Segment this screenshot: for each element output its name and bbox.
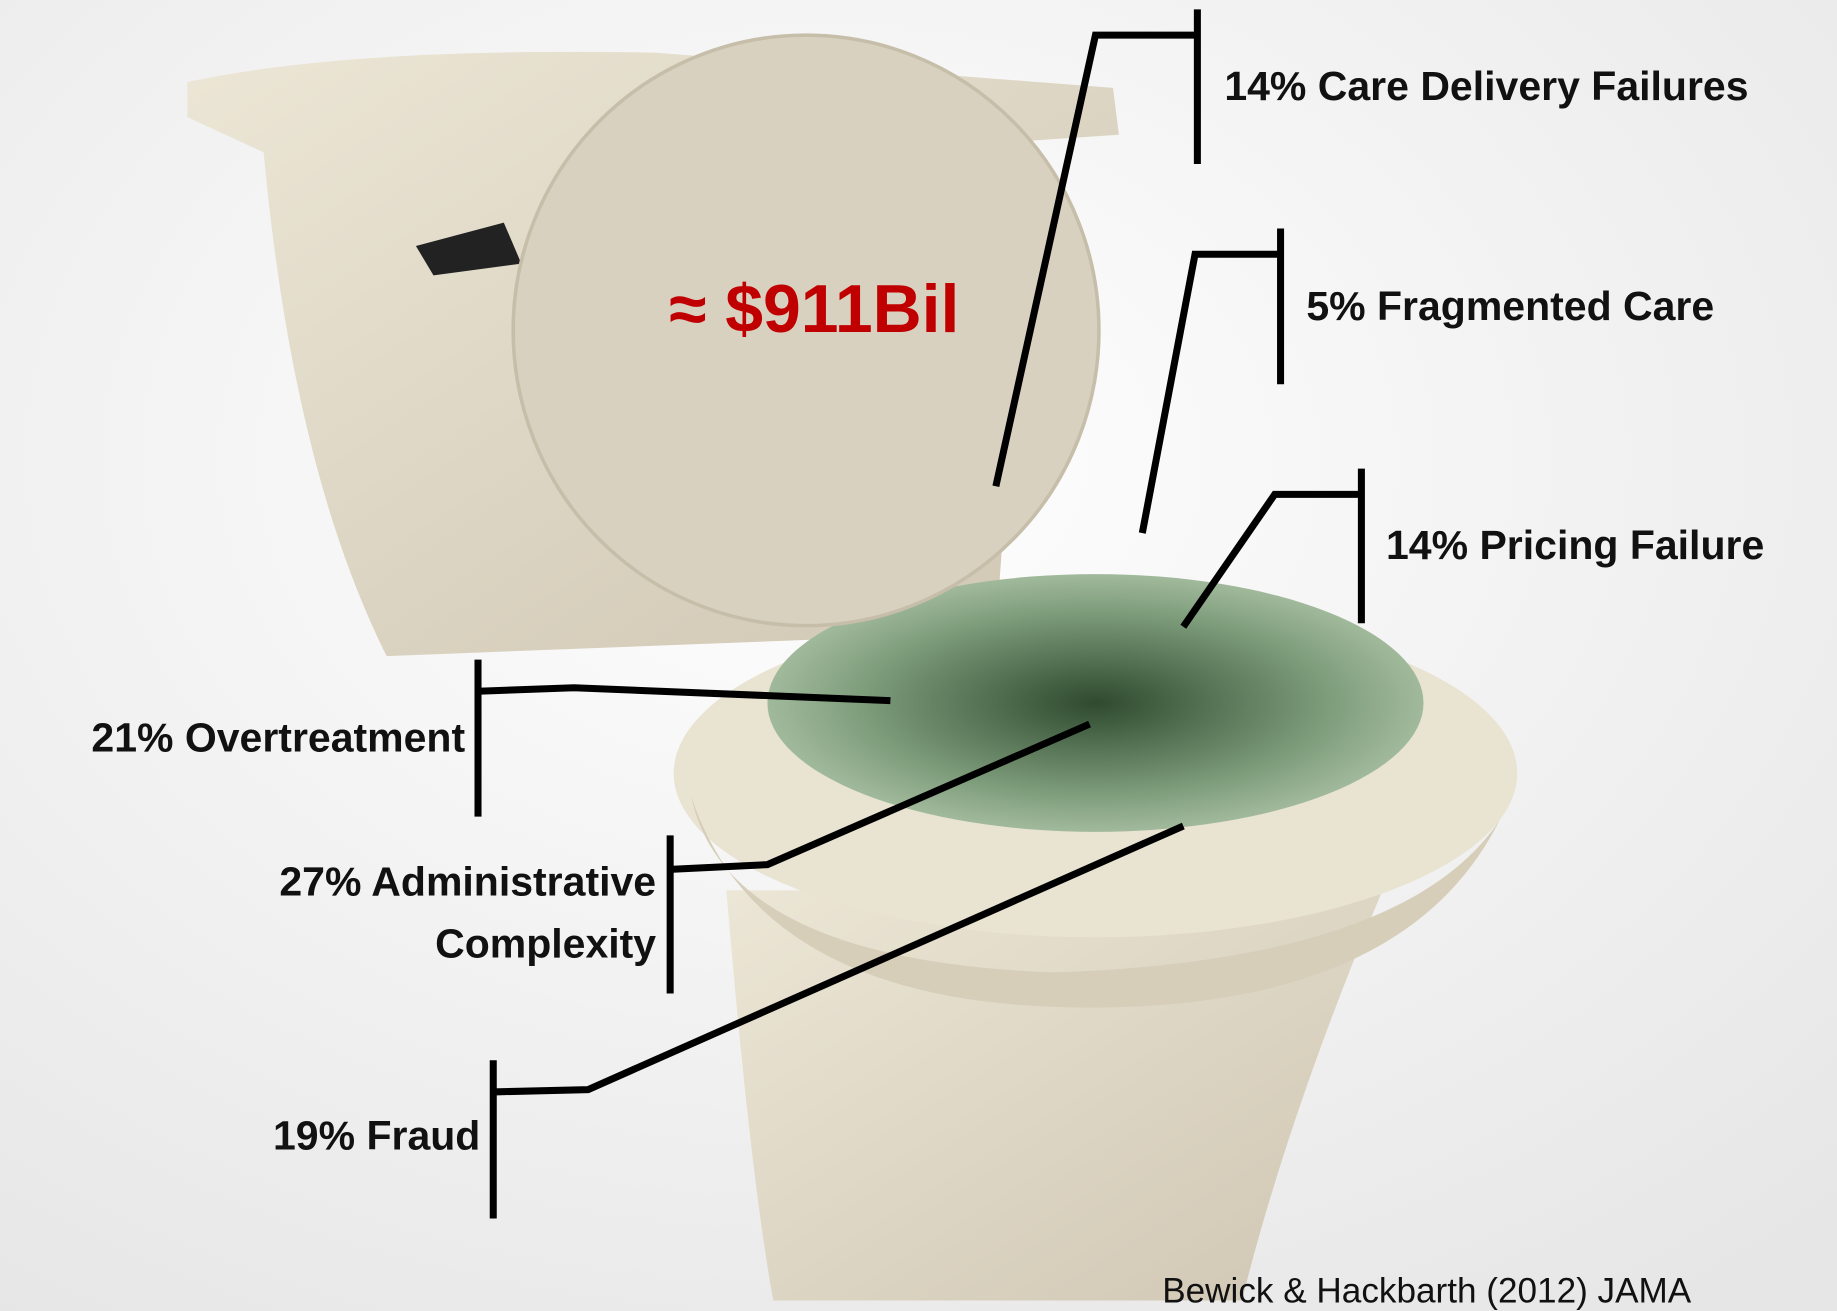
category-label: Complexity [435, 920, 656, 966]
category-label: 14% Pricing Failure [1386, 522, 1764, 568]
category-label: 27% Administrative [279, 858, 656, 904]
category-label: 19% Fraud [273, 1113, 480, 1159]
total: ≈ $911Bil [669, 271, 959, 347]
category-label: 21% Overtreatment [91, 714, 465, 760]
citation: Bewick & Hackbarth (2012) JAMA [1162, 1272, 1692, 1311]
category-label: 5% Fragmented Care [1306, 283, 1714, 329]
infographic: ≈ $911Bil 14% Care Delivery Failures 5% … [0, 0, 1837, 1311]
category-label: 14% Care Delivery Failures [1224, 63, 1748, 109]
